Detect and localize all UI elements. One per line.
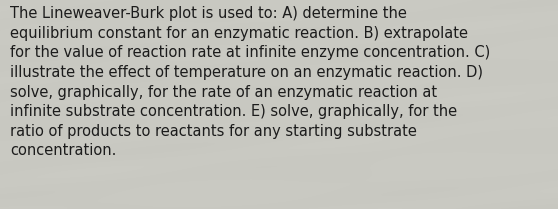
Text: The Lineweaver-Burk plot is used to: A) determine the
equilibrium constant for a: The Lineweaver-Burk plot is used to: A) … (10, 6, 490, 158)
